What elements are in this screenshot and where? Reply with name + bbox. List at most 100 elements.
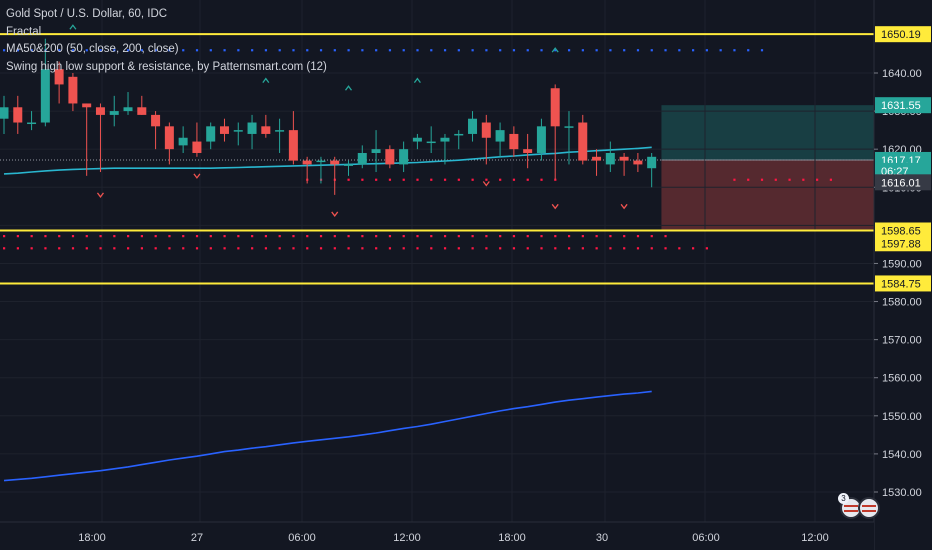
support-dot bbox=[292, 247, 295, 250]
candle bbox=[54, 61, 64, 104]
time-tick-label: 30 bbox=[596, 532, 608, 544]
support-dot bbox=[58, 247, 61, 250]
support-dot bbox=[443, 235, 447, 238]
resistance-dot bbox=[306, 49, 309, 52]
price-tag: 1584.75 bbox=[875, 275, 931, 292]
support-dot bbox=[361, 247, 364, 250]
candle bbox=[536, 118, 546, 161]
support-dot bbox=[71, 235, 75, 238]
candle-body bbox=[605, 152, 615, 165]
resistance-dot bbox=[485, 49, 488, 52]
time-axis[interactable]: 18:00 27 06:00 12:00 18:00 30 06:00 12:00 bbox=[0, 521, 874, 550]
candle-body bbox=[495, 130, 505, 142]
event-flag-us[interactable]: 3 bbox=[838, 493, 862, 519]
candle bbox=[151, 111, 161, 150]
support-dot bbox=[154, 235, 157, 238]
support-dot bbox=[85, 247, 88, 250]
time-tick-label: 12:00 bbox=[801, 532, 829, 544]
time-tick-label: 06:00 bbox=[288, 532, 316, 544]
support-dot bbox=[140, 235, 143, 238]
fractal-down-marker bbox=[482, 181, 490, 187]
fractal-down-marker bbox=[620, 203, 628, 210]
resistance-dot bbox=[664, 49, 667, 52]
price-axis[interactable]: 1640.001630.001620.001610.001590.001580.… bbox=[873, 0, 932, 550]
candle bbox=[0, 95, 9, 134]
time-axis-background bbox=[0, 522, 874, 550]
price-tick-label: 1540.00 bbox=[882, 449, 922, 461]
candle-body bbox=[27, 122, 37, 125]
resistance-dot bbox=[512, 49, 516, 52]
candle-body bbox=[13, 107, 23, 123]
candle-body bbox=[0, 107, 9, 119]
resistance-dot bbox=[113, 49, 116, 52]
support-dot bbox=[99, 235, 102, 238]
candles bbox=[0, 38, 657, 195]
support-dot bbox=[816, 178, 819, 181]
support-dot bbox=[430, 235, 433, 238]
support-dot bbox=[264, 235, 268, 238]
legend-indicator-ma[interactable]: MA50&200 (50, close, 200, close) bbox=[6, 43, 179, 55]
support-dot bbox=[443, 247, 447, 250]
support-dot bbox=[705, 247, 708, 250]
support-dot bbox=[499, 235, 502, 238]
price-tag-label: 1598.65 bbox=[881, 226, 921, 238]
support-dot bbox=[223, 247, 226, 250]
support-dot bbox=[430, 247, 433, 250]
support-dot bbox=[237, 247, 240, 250]
price-tag-label: 1597.88 bbox=[881, 238, 921, 250]
resistance-dot bbox=[526, 49, 529, 52]
candle-body bbox=[137, 107, 147, 115]
support-dot bbox=[168, 247, 171, 250]
resistance-dot bbox=[71, 49, 75, 52]
price-tag: 1597.88 bbox=[875, 235, 931, 252]
support-dot bbox=[540, 235, 543, 238]
support-dot bbox=[540, 247, 543, 250]
candle-body bbox=[178, 137, 188, 146]
support-dot bbox=[499, 247, 502, 250]
candle-body bbox=[468, 118, 478, 134]
support-dot bbox=[347, 235, 350, 238]
support-dot bbox=[595, 247, 598, 250]
support-dot bbox=[609, 247, 612, 250]
fractal-up-marker bbox=[344, 85, 353, 91]
position-tool[interactable] bbox=[661, 105, 874, 231]
resistance-dot bbox=[678, 49, 681, 52]
legend-indicator-fractal[interactable]: Fractal bbox=[6, 25, 42, 38]
candle-body bbox=[564, 126, 574, 128]
candle bbox=[509, 126, 519, 157]
resistance-dot bbox=[457, 49, 460, 52]
price-tick-label: 1560.00 bbox=[882, 373, 922, 385]
legend-indicator-swing[interactable]: Swing high low support & resistance, by … bbox=[6, 60, 327, 73]
resistance-dot bbox=[85, 49, 88, 52]
candle-body bbox=[454, 133, 464, 136]
candle bbox=[412, 133, 422, 150]
price-tag-bg bbox=[875, 275, 931, 292]
horizontal-levels[interactable] bbox=[0, 33, 874, 285]
candle-body bbox=[54, 69, 64, 85]
event-flag-us-2[interactable] bbox=[858, 497, 880, 519]
support-dot bbox=[416, 247, 419, 250]
candle bbox=[481, 114, 491, 165]
candle-body bbox=[509, 133, 519, 150]
support-dot bbox=[30, 247, 33, 250]
resistance-dot bbox=[251, 49, 254, 52]
support-dot bbox=[195, 247, 199, 250]
candle bbox=[27, 111, 37, 131]
support-dot bbox=[499, 178, 502, 181]
support-dot bbox=[319, 235, 323, 238]
support-dot bbox=[251, 235, 254, 238]
price-tag-label: 1631.55 bbox=[881, 100, 921, 112]
support-dot bbox=[168, 235, 171, 238]
event-count-badge: 3 bbox=[838, 493, 849, 504]
support-dot bbox=[416, 235, 419, 238]
support-dot bbox=[127, 247, 130, 250]
support-dot bbox=[375, 247, 378, 250]
legend-symbol[interactable]: Gold Spot / U.S. Dollar, 60, IDC bbox=[6, 8, 168, 20]
candle bbox=[523, 133, 533, 169]
candle bbox=[495, 122, 505, 157]
price-tag-bg bbox=[875, 26, 931, 43]
price-tag-bg bbox=[875, 222, 931, 239]
fractal-down-marker bbox=[331, 211, 339, 218]
price-tag-label: 1616.01 bbox=[881, 177, 921, 189]
